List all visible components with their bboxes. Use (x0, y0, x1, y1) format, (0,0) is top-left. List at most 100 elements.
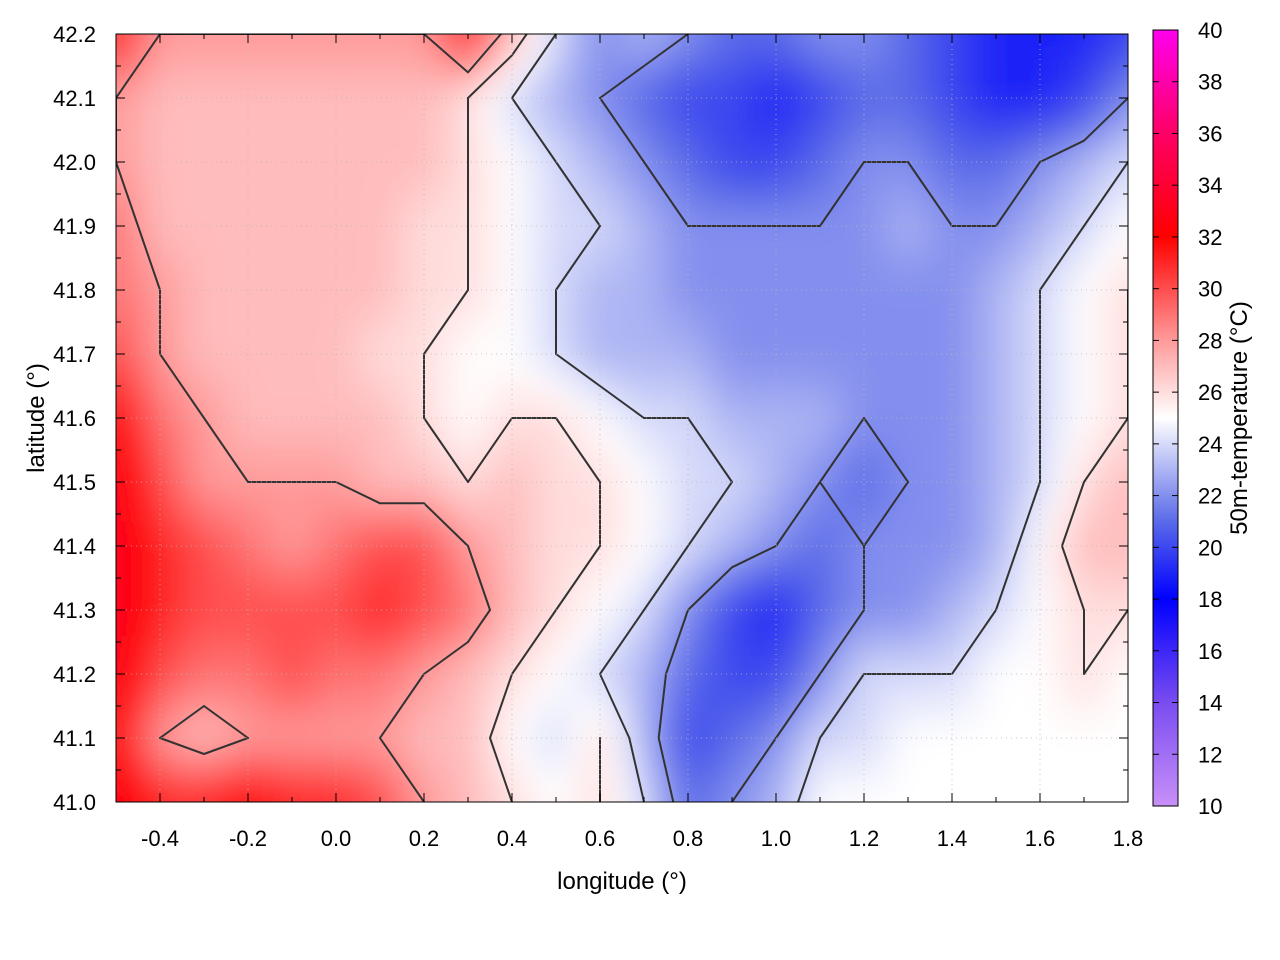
heatmap-cell (309, 251, 319, 265)
heatmap-cell (168, 686, 179, 701)
heatmap-cell (195, 828, 204, 841)
heatmap-cell (459, 571, 469, 585)
heatmap-cell (635, 34, 645, 48)
heatmap-cell (494, 98, 504, 112)
heatmap-cell (538, 571, 548, 585)
heatmap-cell (397, 72, 407, 86)
heatmap-cell (696, 302, 707, 317)
heatmap-cell (133, 110, 143, 125)
heatmap-cell (116, 162, 126, 176)
heatmap-cell (327, 430, 337, 445)
heatmap-cell (696, 392, 707, 406)
heatmap-cell (450, 315, 460, 329)
heatmap-cell (503, 392, 513, 406)
heatmap-cell (415, 85, 425, 99)
heatmap-cell (520, 546, 531, 560)
heatmap-cell (371, 251, 381, 265)
heatmap-cell (433, 802, 442, 815)
heatmap-cell (538, 341, 548, 355)
heatmap-cell (212, 507, 223, 521)
heatmap-cell (344, 443, 355, 457)
heatmap-cell (573, 149, 583, 163)
heatmap-cell (353, 558, 363, 573)
heatmap-cell (133, 354, 143, 368)
heatmap-cell (529, 315, 539, 329)
heatmap-cell (503, 136, 513, 150)
heatmap-cell (749, 315, 759, 329)
heatmap-cell (512, 405, 522, 419)
heatmap-cell (177, 251, 187, 265)
heatmap-cell (388, 456, 399, 470)
heatmap-cell (582, 584, 592, 598)
heatmap-cell (318, 469, 328, 483)
heatmap-cell (529, 72, 539, 86)
heatmap-cell (696, 661, 707, 675)
heatmap-cell (415, 277, 425, 291)
heatmap-cell (670, 290, 680, 304)
heatmap-cell (344, 379, 355, 393)
heatmap-cell (503, 354, 513, 368)
heatmap-cell (503, 290, 513, 304)
heatmap-cell (723, 763, 733, 777)
heatmap-cell (521, 802, 530, 815)
heatmap-cell (591, 302, 601, 317)
heatmap-cell (661, 546, 671, 560)
heatmap-cell (688, 789, 698, 802)
heatmap-cell (591, 72, 601, 86)
heatmap-cell (415, 725, 425, 739)
heatmap-cell (274, 443, 284, 457)
heatmap-cell (222, 8, 231, 21)
heatmap-cell (529, 200, 539, 214)
heatmap-cell (468, 558, 478, 573)
heatmap-cell (327, 85, 337, 99)
heatmap-cell (239, 661, 249, 675)
heatmap-cell (371, 789, 381, 802)
heatmap-cell (706, 815, 715, 828)
heatmap-cell (274, 34, 284, 35)
heatmap-cell (168, 725, 179, 739)
heatmap-cell (380, 149, 390, 163)
heatmap-cell (529, 85, 539, 99)
heatmap-cell (239, 59, 249, 73)
heatmap-cell (204, 85, 214, 99)
heatmap-cell (626, 98, 636, 112)
heatmap-cell (239, 776, 249, 790)
heatmap-cell (441, 290, 451, 304)
heatmap-cell (124, 456, 135, 470)
heatmap-cell (116, 379, 117, 393)
heatmap-cell (353, 443, 363, 457)
heatmap-cell (353, 597, 363, 611)
heatmap-cell (300, 34, 311, 48)
heatmap-cell (468, 533, 478, 547)
heatmap-cell (600, 213, 610, 227)
heatmap-cell (450, 828, 459, 841)
heatmap-cell (160, 776, 170, 790)
heatmap-cell (688, 584, 698, 598)
heatmap-cell (732, 328, 742, 342)
heatmap-cell (116, 8, 125, 21)
heatmap-cell (732, 443, 742, 457)
heatmap-cell (740, 200, 751, 214)
heatmap-cell (714, 635, 724, 649)
heatmap-cell (696, 456, 707, 470)
heatmap-cell (380, 674, 390, 688)
heatmap-cell (353, 123, 363, 137)
heatmap-cell (160, 635, 170, 649)
heatmap-cell (186, 136, 196, 150)
heatmap-cell (564, 494, 575, 509)
heatmap-cell (644, 610, 654, 624)
heatmap-cell (309, 661, 319, 675)
heatmap-cell (679, 98, 689, 112)
heatmap-cell (239, 622, 249, 637)
heatmap-cell (661, 277, 671, 291)
heatmap-cell (609, 802, 618, 815)
heatmap-cell (714, 226, 724, 240)
heatmap-cell (142, 635, 152, 649)
heatmap-cell (406, 277, 416, 291)
heatmap-cell (177, 443, 187, 457)
heatmap-cell (406, 610, 416, 624)
heatmap-cell (652, 264, 663, 278)
heatmap-cell (283, 661, 293, 675)
heatmap-cell (477, 815, 486, 828)
heatmap-cell (221, 686, 231, 701)
